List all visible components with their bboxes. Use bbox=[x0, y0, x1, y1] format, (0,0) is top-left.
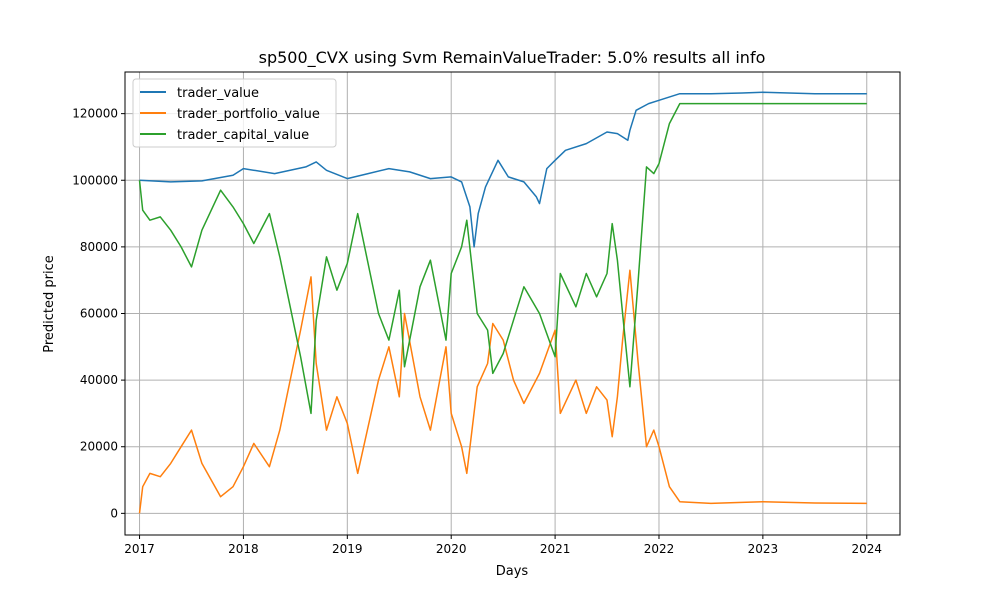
y-tick-label: 20000 bbox=[80, 440, 118, 454]
x-tick-label: 2018 bbox=[228, 542, 259, 556]
x-tick-label: 2024 bbox=[851, 542, 882, 556]
x-tick-label: 2020 bbox=[436, 542, 467, 556]
series-line-trader-portfolio-value bbox=[138, 269, 867, 514]
plot-frame bbox=[124, 71, 901, 536]
chart-title: sp500_CVX using Svm RemainValueTrader: 5… bbox=[259, 48, 766, 68]
series-line-trader-capital-value bbox=[138, 102, 867, 415]
series-line-trader-value bbox=[139, 91, 867, 248]
legend-label: trader_value bbox=[177, 86, 259, 101]
x-axis-label: Days bbox=[496, 564, 529, 579]
plot-background bbox=[125, 72, 900, 535]
y-tick-label: 60000 bbox=[80, 306, 118, 320]
legend-label: trader_portfolio_value bbox=[177, 107, 320, 122]
y-tick-label: 100000 bbox=[72, 173, 118, 187]
legend: trader_value trader_portfolio_valuetrader… bbox=[132, 78, 337, 148]
x-axis-ticks: 2017 2018 2019 2020 2021 2022 2023 2024 bbox=[124, 535, 882, 556]
x-tick-label: 2022 bbox=[644, 542, 675, 556]
y-tick-label: 0 bbox=[110, 506, 118, 520]
y-tick-label: 40000 bbox=[80, 373, 118, 387]
legend-box bbox=[132, 78, 337, 148]
x-tick-label: 2019 bbox=[332, 542, 363, 556]
x-tick-label: 2017 bbox=[124, 542, 155, 556]
y-tick-label: 80000 bbox=[80, 240, 118, 254]
y-axis-label: Predicted price bbox=[42, 255, 57, 353]
series-layer bbox=[138, 91, 867, 514]
legend-label: trader_capital_value bbox=[177, 128, 309, 143]
x-tick-label: 2021 bbox=[540, 542, 571, 556]
y-tick-label: 120000 bbox=[72, 107, 118, 121]
y-axis-ticks: 0 20000 40000 60000 80000 100000 120000 bbox=[72, 107, 125, 520]
x-tick-label: 2023 bbox=[748, 542, 779, 556]
